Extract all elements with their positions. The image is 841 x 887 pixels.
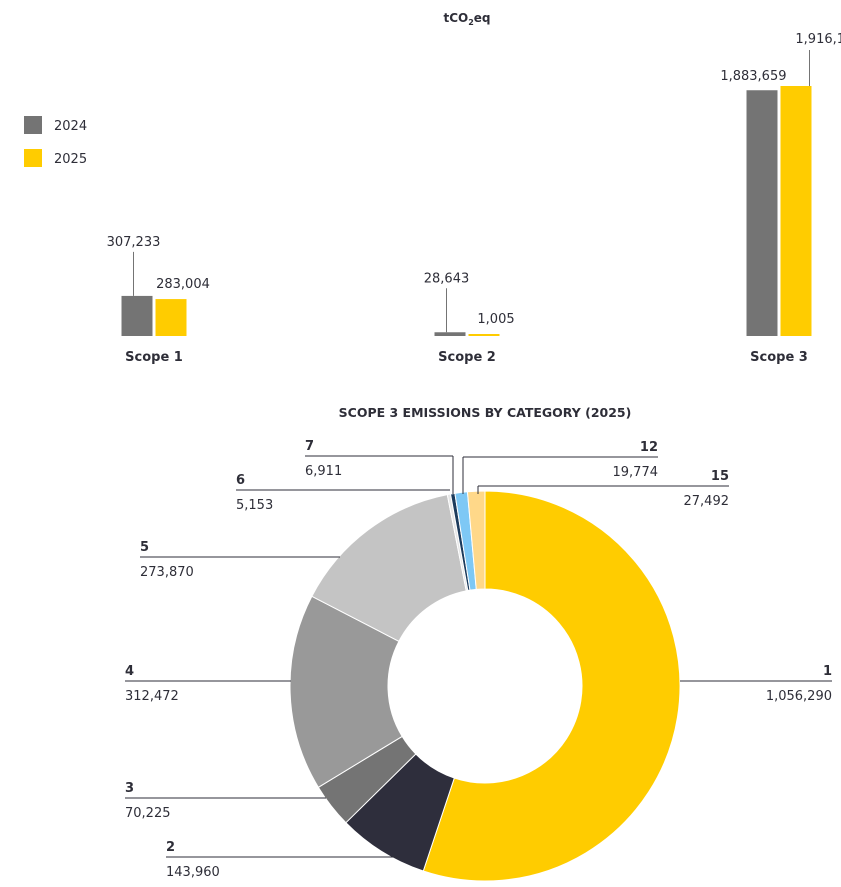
legend-swatch-2024 [24,116,42,134]
data-label-scope-1-2025: 283,004 [156,277,210,292]
legend-label-2025: 2025 [54,152,87,167]
bar-scope-3-2024 [746,90,778,337]
data-label-scope-3-2024: 1,883,659 [720,69,786,84]
bar-scope-2-2024 [434,332,466,336]
x-tick-scope-1: Scope 1 [125,350,183,365]
legend-swatch-2025 [24,149,42,167]
bar-chart-unit-title: tCO2eq [443,11,490,27]
bar-scope-1-2024 [121,295,153,336]
callout-category-1-number: 1 [823,664,832,679]
data-label-scope-2-2024: 28,643 [424,271,470,286]
callout-category-7-number: 7 [305,439,314,454]
data-label-scope-2-2025: 1,005 [477,312,514,327]
callout-category-6-number: 6 [236,473,245,488]
callout-category-2-number: 2 [166,840,175,855]
bar-scope-2-2025 [468,334,500,336]
callout-category-3-number: 3 [125,781,134,796]
callout-category-3-value: 70,225 [125,806,171,821]
bar-scope-3-2025 [780,86,812,336]
callout-category-2-value: 143,960 [166,865,220,880]
slice-category-4 [289,595,403,789]
callout-category-12-value: 19,774 [613,465,659,480]
donut-chart-marks: 1 1,056,290 2 143,960 3 70,225 4 312,472 5 273,87… [125,439,832,882]
callout-category-4-value: 312,472 [125,689,179,704]
callout-category-4-number: 4 [125,664,134,679]
slice-category-15 [466,490,486,590]
slice-category-5 [311,494,467,643]
callout-category-5-number: 5 [140,540,149,555]
data-label-scope-3-2025: 1,916,147 [795,32,841,47]
callout-category-6-value: 5,153 [236,498,273,513]
x-tick-scope-2: Scope 2 [438,350,496,365]
callout-category-15-value: 27,492 [684,494,730,509]
slice-category-1 [422,490,681,882]
callout-category-12-number: 12 [640,440,658,455]
bar-chart-marks: 307,233 283,004 Scope 1 28,643 1,005 Scope 2 1… [107,32,841,365]
bar-chart-legend: 2024 2025 [24,116,87,167]
x-tick-scope-3: Scope 3 [750,350,808,365]
callout-category-15-number: 15 [711,469,729,484]
callout-category-7-value: 6,911 [305,464,342,479]
callout-category-1-value: 1,056,290 [766,689,832,704]
legend-label-2024: 2024 [54,119,87,134]
bar-scope-1-2025 [155,299,187,336]
data-label-scope-1-2024: 307,233 [107,235,161,250]
donut-chart-title: SCOPE 3 EMISSIONS BY CATEGORY (2025) [339,405,632,420]
callout-category-5-value: 273,870 [140,565,194,580]
